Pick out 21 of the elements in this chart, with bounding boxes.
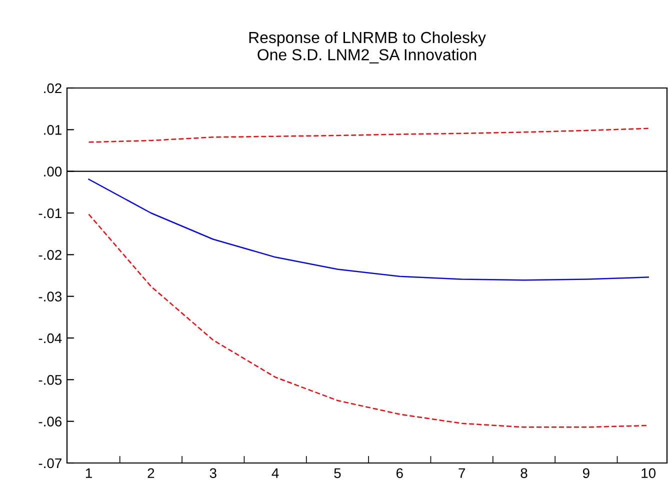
y-tick-label: -.05 xyxy=(38,375,62,385)
y-tick-label: .00 xyxy=(44,166,62,177)
y-tick-label: -.07 xyxy=(38,458,62,468)
chart-title: Response of LNRMB to Cholesky One S.D. LNM2_SA Innovation xyxy=(249,31,486,64)
x-tick-label: 10 xyxy=(642,468,656,478)
x-tick-label: 4 xyxy=(272,468,279,478)
x-tick-label: 8 xyxy=(520,468,528,478)
y-tick-label: -.04 xyxy=(38,333,62,344)
y-tick-label: -.02 xyxy=(38,250,62,260)
x-tick-label: 3 xyxy=(210,468,216,478)
y-tick-label: -.06 xyxy=(38,416,62,427)
y-tick-label: -.01 xyxy=(38,208,62,218)
x-tick-label: 7 xyxy=(458,468,465,478)
x-tick-label: 5 xyxy=(334,468,341,478)
x-tick-label: 9 xyxy=(582,468,590,478)
x-tick-label: 1 xyxy=(86,468,92,478)
y-tick-label: .02 xyxy=(44,83,62,94)
y-tick-label: -.03 xyxy=(38,292,62,302)
x-tick-label: 6 xyxy=(396,468,403,478)
y-tick-label: .01 xyxy=(44,125,62,135)
x-tick-label: 2 xyxy=(148,468,154,478)
